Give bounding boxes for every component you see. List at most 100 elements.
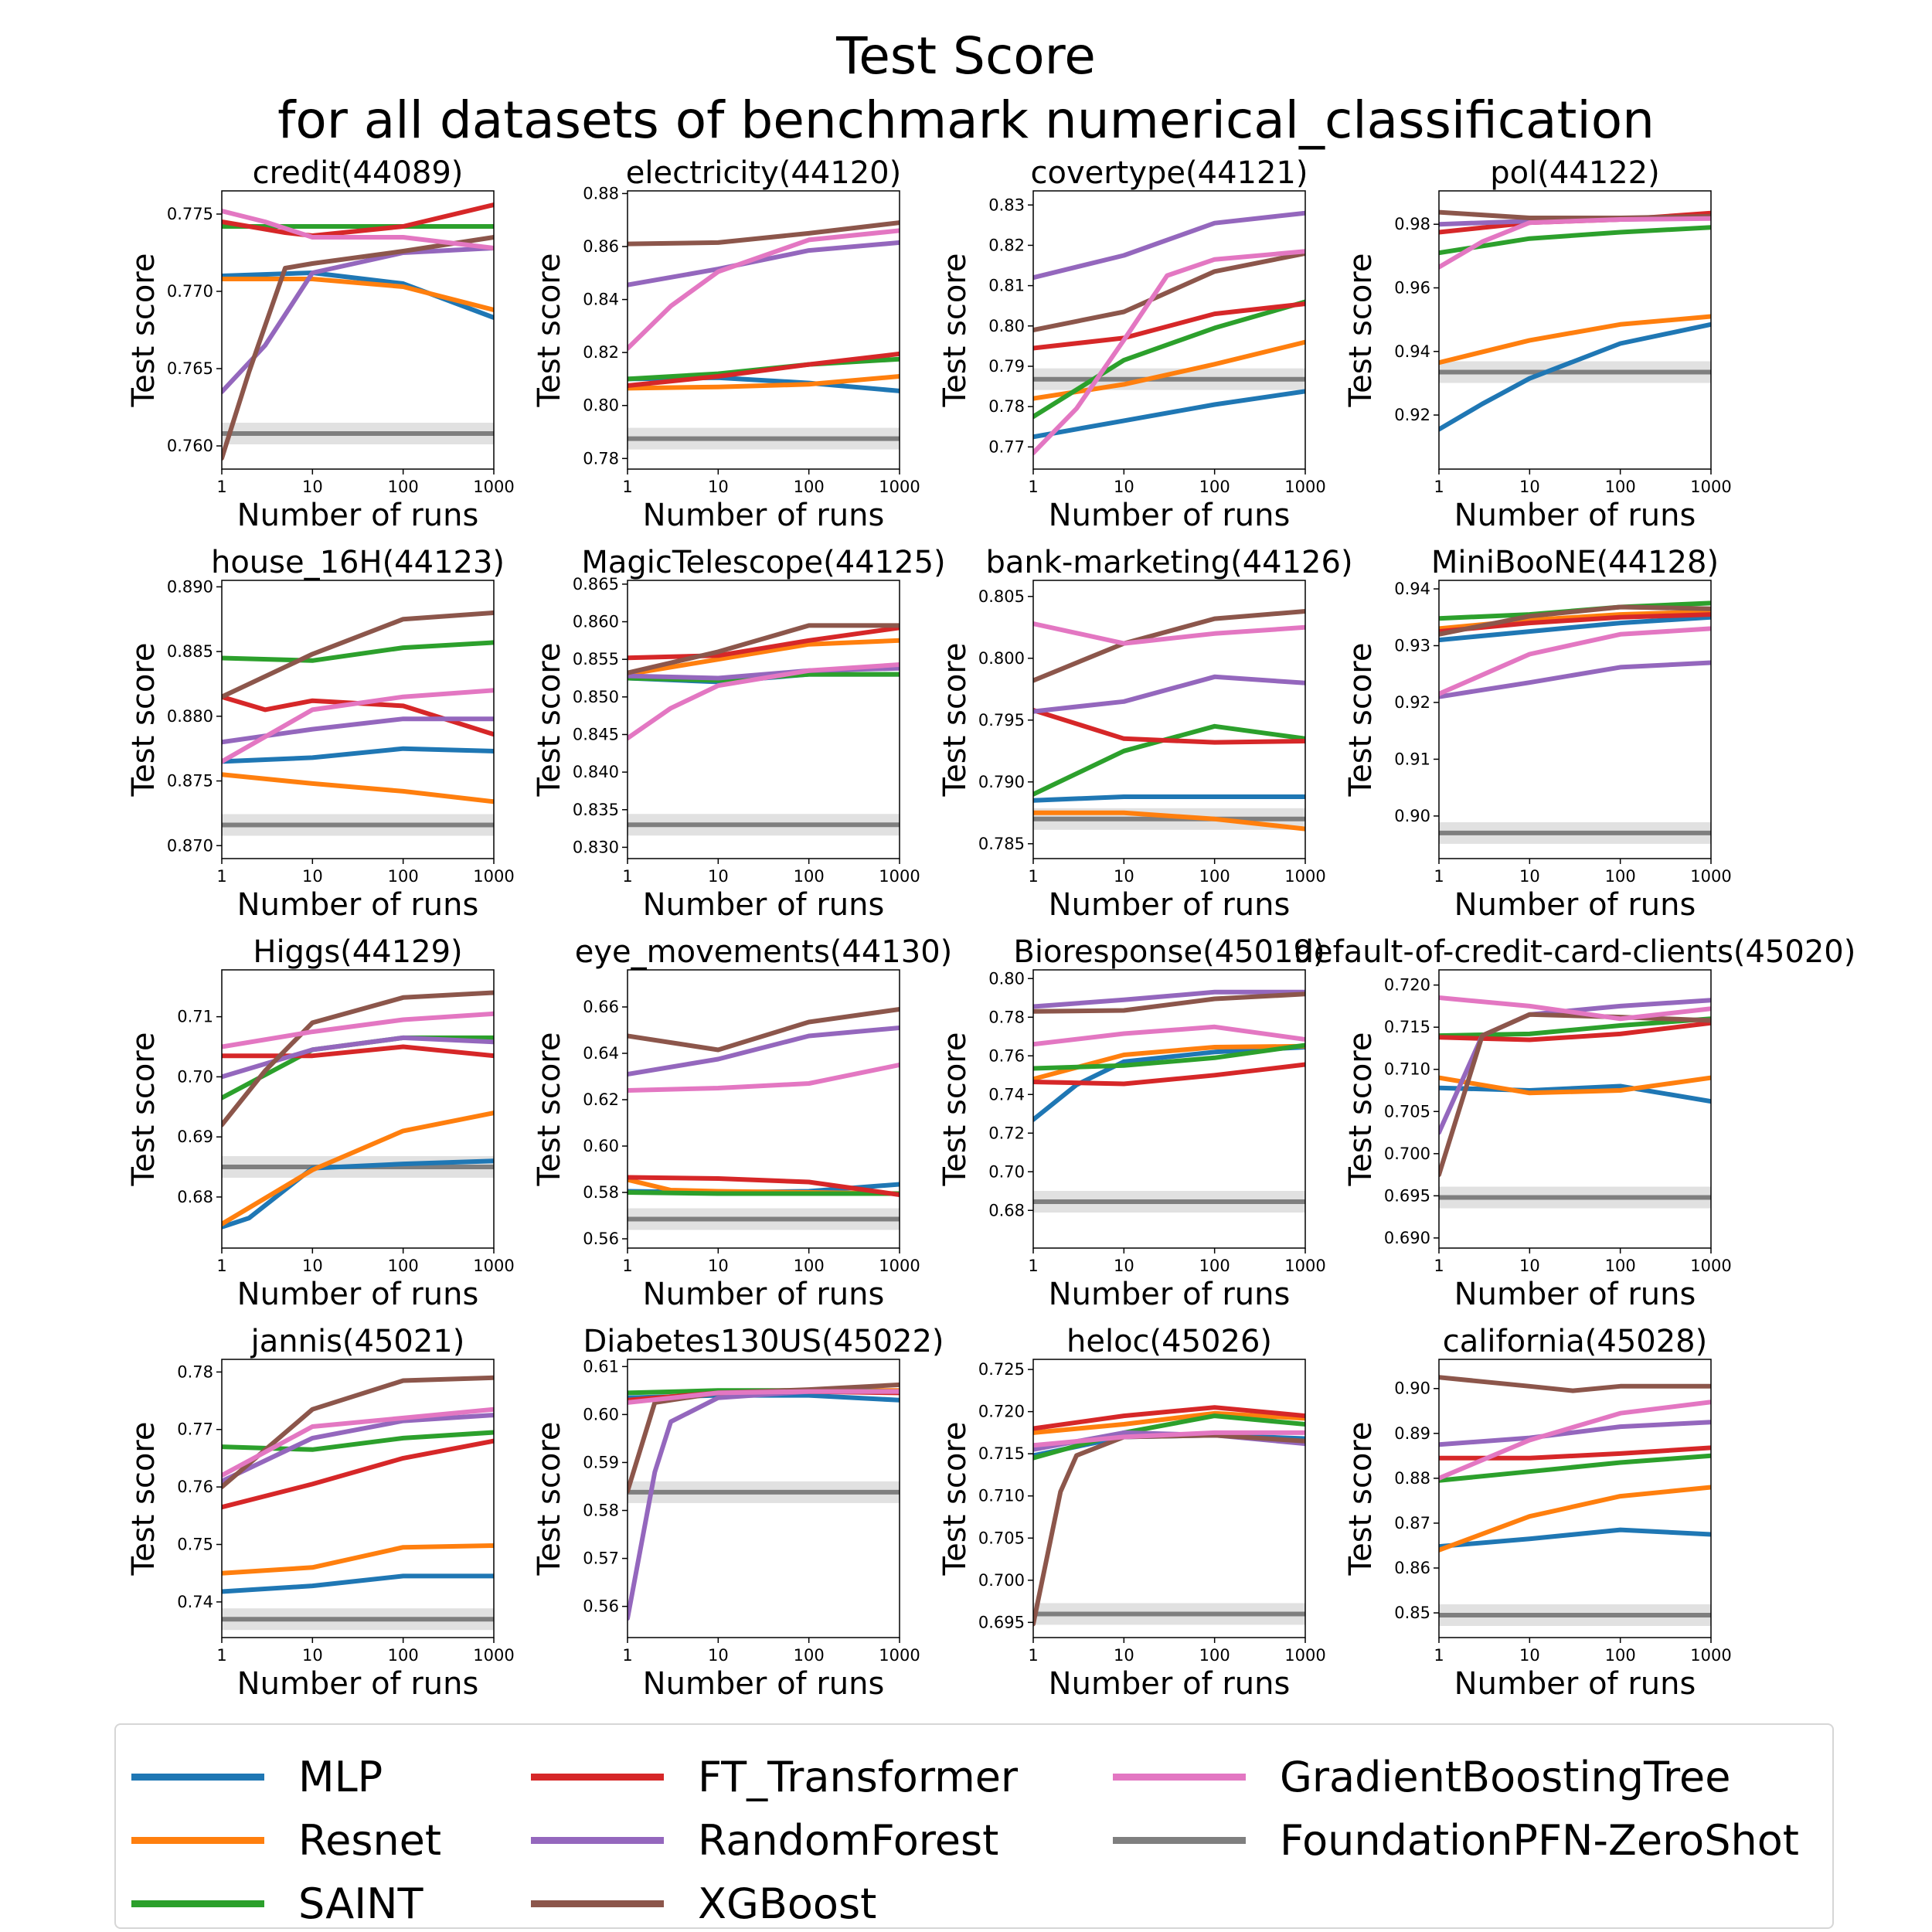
y-tick-label: 0.790 (978, 773, 1025, 791)
y-tick-label: 0.83 (988, 196, 1025, 214)
series-group (1033, 210, 1305, 456)
series-line-gradientboostingtree (1439, 995, 1711, 1022)
series-line-mlp (1033, 389, 1305, 440)
y-axis-label: Test score (532, 1032, 567, 1187)
series-line-randomforest (1439, 660, 1711, 699)
series-line-ft-transformer (222, 1438, 494, 1510)
series-group (1439, 209, 1711, 432)
series-line-gradientboostingtree (1033, 1024, 1305, 1047)
x-tick-label: 10 (1519, 478, 1540, 496)
y-tick-label: 0.66 (583, 998, 619, 1016)
subplot-title: house_16H(44123) (211, 545, 505, 580)
x-tick-label: 100 (1605, 1257, 1636, 1275)
axes-frame (627, 190, 900, 470)
series-group (222, 1375, 494, 1631)
series-group (222, 990, 494, 1230)
series-line-xgboost (222, 990, 494, 1128)
y-tick-label: 0.70 (177, 1067, 213, 1086)
legend-swatch-resnet (131, 1836, 264, 1844)
y-tick-label: 0.700 (978, 1571, 1025, 1590)
y-tick-label: 0.79 (988, 357, 1025, 376)
subplot-pol-44122: pol(44122) 1 10 100 1000 0.92 0.94 0.96 0.98 Numb… (1343, 155, 1732, 533)
x-tick-label: 1 (1028, 1646, 1038, 1665)
subplot-miniboone-44128: MiniBooNE(44128) 1 10 100 1000 0.90 0.91 0.92 0.… (1343, 545, 1732, 923)
y-tick-label: 0.77 (988, 437, 1025, 456)
subplot-title: MiniBooNE(44128) (1431, 545, 1719, 580)
series-line-gradientboostingtree (1033, 1430, 1305, 1448)
y-axis-label: Test score (1343, 253, 1379, 408)
x-tick-label: 100 (794, 478, 825, 496)
y-tick-label: 0.695 (978, 1613, 1025, 1631)
x-tick-label: 1000 (879, 1257, 920, 1275)
series-group (1033, 989, 1305, 1213)
axes-frame (1032, 580, 1306, 859)
axes-frame (1032, 190, 1306, 470)
series-line-ft-transformer (222, 694, 494, 737)
series-line-resnet (1439, 1485, 1711, 1553)
y-tick-label: 0.86 (583, 237, 619, 256)
y-tick-label: 0.850 (573, 688, 619, 706)
series-line-resnet (222, 1543, 494, 1576)
series-line-randomforest (628, 1389, 900, 1621)
subplot-jannis-45021: jannis(45021) 1 10 100 1000 0.74 0.75 0.76 0.77 0… (126, 1324, 515, 1702)
y-axis-label: Test score (126, 253, 162, 408)
axes-frame (1438, 1359, 1712, 1638)
series-line-xgboost (1033, 250, 1305, 332)
y-tick-label: 0.700 (1384, 1145, 1430, 1163)
x-axis-label: Number of runs (1049, 1666, 1291, 1702)
x-axis-label: Number of runs (237, 1666, 479, 1702)
x-tick-label: 1 (1028, 1257, 1038, 1275)
y-tick-label: 0.80 (988, 317, 1025, 335)
series-line-gradientboostingtree (222, 1011, 494, 1049)
y-tick-label: 0.870 (167, 836, 213, 855)
y-tick-label: 0.92 (1394, 693, 1430, 712)
x-tick-label: 10 (708, 1646, 729, 1665)
y-tick-label: 0.840 (573, 763, 619, 781)
series-line-gradientboostingtree (1439, 626, 1711, 696)
x-axis-label: Number of runs (237, 887, 479, 923)
y-tick-label: 0.710 (978, 1487, 1025, 1505)
x-tick-label: 10 (1114, 478, 1134, 496)
x-axis-label: Number of runs (1454, 498, 1696, 533)
series-line-ft-transformer (1033, 1405, 1305, 1431)
y-tick-label: 0.760 (167, 437, 213, 455)
series-line-mlp (1439, 614, 1711, 643)
series-line-saint (1033, 1043, 1305, 1071)
x-tick-label: 1000 (879, 478, 920, 496)
series-line-resnet (1033, 1410, 1305, 1435)
y-tick-label: 0.62 (583, 1090, 619, 1109)
y-tick-label: 0.78 (988, 397, 1025, 416)
legend-label-xgboost: XGBoost (698, 1879, 877, 1928)
legend-swatch-gradientboostingtree (1113, 1773, 1246, 1781)
series-line-saint (222, 1035, 494, 1100)
y-tick-label: 0.69 (177, 1128, 213, 1146)
y-tick-label: 0.60 (583, 1137, 619, 1155)
series-group (628, 220, 900, 450)
y-tick-label: 0.845 (573, 725, 619, 743)
x-axis-label: Number of runs (643, 498, 885, 533)
x-axis-label: Number of runs (1049, 887, 1291, 923)
x-axis-label: Number of runs (1454, 887, 1696, 923)
axes-frame (1032, 1359, 1306, 1638)
series-line-ft-transformer (1439, 1020, 1711, 1043)
x-tick-label: 1000 (1284, 1646, 1325, 1665)
y-tick-label: 0.720 (1384, 976, 1430, 995)
y-tick-label: 0.74 (177, 1593, 213, 1611)
x-tick-label: 10 (1519, 1257, 1540, 1275)
x-tick-label: 1000 (473, 1646, 514, 1665)
y-tick-label: 0.80 (583, 396, 619, 415)
series-line-xgboost (1439, 1012, 1711, 1178)
legend-label-gradientboostingtree: GradientBoostingTree (1280, 1752, 1731, 1801)
subplot-credit-44089: credit(44089) 1 10 100 1000 0.760 0.765 0.770 0.… (126, 155, 515, 533)
series-line-randomforest (222, 1413, 494, 1484)
y-tick-label: 0.800 (978, 649, 1025, 668)
x-tick-label: 100 (388, 1257, 419, 1275)
subplot-grid: credit(44089) 1 10 100 1000 0.760 0.765 0.770 0.… (126, 155, 1855, 1702)
x-tick-label: 1 (1434, 1646, 1444, 1665)
axes-frame (221, 969, 495, 1249)
series-group (628, 1007, 900, 1230)
y-tick-label: 0.94 (1394, 342, 1430, 361)
x-tick-label: 10 (1114, 1257, 1134, 1275)
x-tick-label: 1000 (1284, 1257, 1325, 1275)
y-tick-label: 0.885 (167, 642, 213, 661)
